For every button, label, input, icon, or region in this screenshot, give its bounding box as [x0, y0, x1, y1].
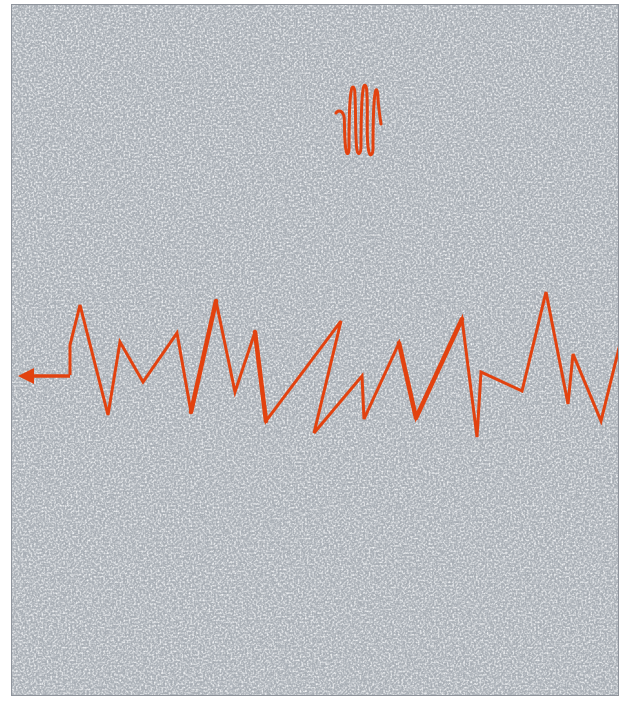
arrow-left-icon — [18, 368, 34, 384]
squiggle-mark — [334, 83, 383, 157]
zigzag-line-thick-accents — [188, 298, 465, 424]
texture-grain — [11, 4, 619, 696]
zigzag-line — [68, 291, 619, 438]
image-frame — [11, 4, 619, 696]
